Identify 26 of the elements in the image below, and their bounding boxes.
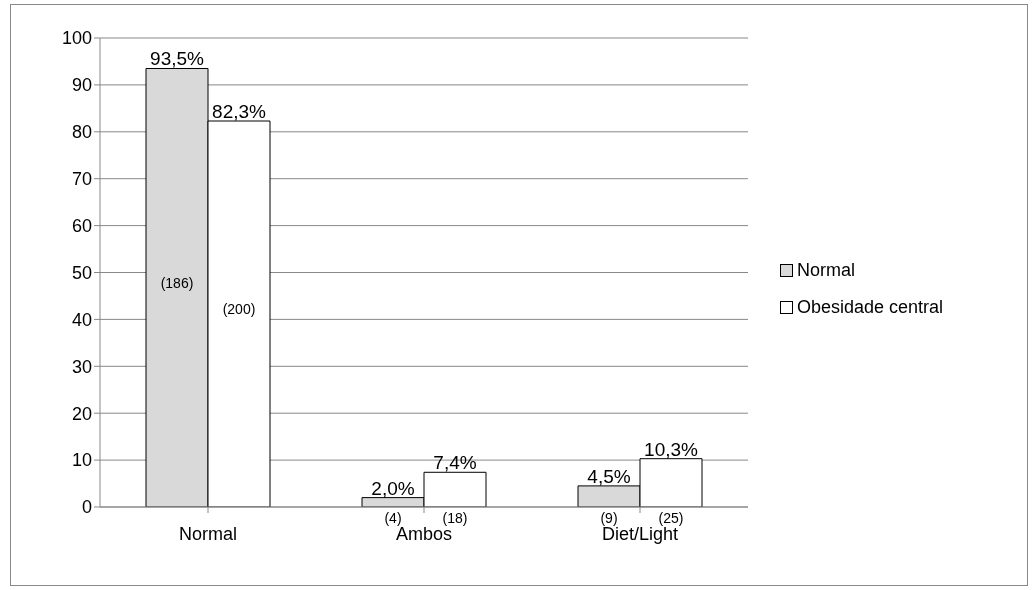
data-label: 10,3% — [644, 438, 699, 460]
y-tick-label: 50 — [71, 262, 92, 283]
data-label: 7,4% — [433, 452, 477, 474]
y-tick-label: 20 — [71, 403, 92, 424]
data-label: 2,0% — [371, 477, 415, 499]
data-label: 93,5% — [150, 48, 205, 70]
y-tick-label: 30 — [71, 356, 92, 377]
annotation: (186) — [160, 274, 194, 291]
legend-label: Obesidade central — [797, 297, 944, 318]
text: (9) — [600, 510, 618, 526]
data-label: 4,5% — [587, 465, 631, 487]
annotation: (200) — [222, 301, 256, 318]
y-tick-label: 60 — [71, 215, 92, 236]
y-tick-label: 90 — [71, 75, 92, 96]
text: (4) — [384, 510, 402, 526]
text: (18) — [442, 510, 468, 526]
y-tick-label: 10 — [71, 450, 92, 471]
x-tick-label: Normal — [178, 523, 238, 544]
y-tick-label: 40 — [71, 309, 92, 330]
y-tick-label: 0 — [81, 497, 92, 518]
y-tick-label: 80 — [71, 122, 92, 143]
y-tick-label: 70 — [71, 169, 92, 190]
data-label: 82,3% — [212, 101, 267, 123]
legend-label: Normal — [797, 260, 856, 281]
y-tick-label: 100 — [61, 28, 92, 49]
text: (25) — [658, 510, 684, 526]
